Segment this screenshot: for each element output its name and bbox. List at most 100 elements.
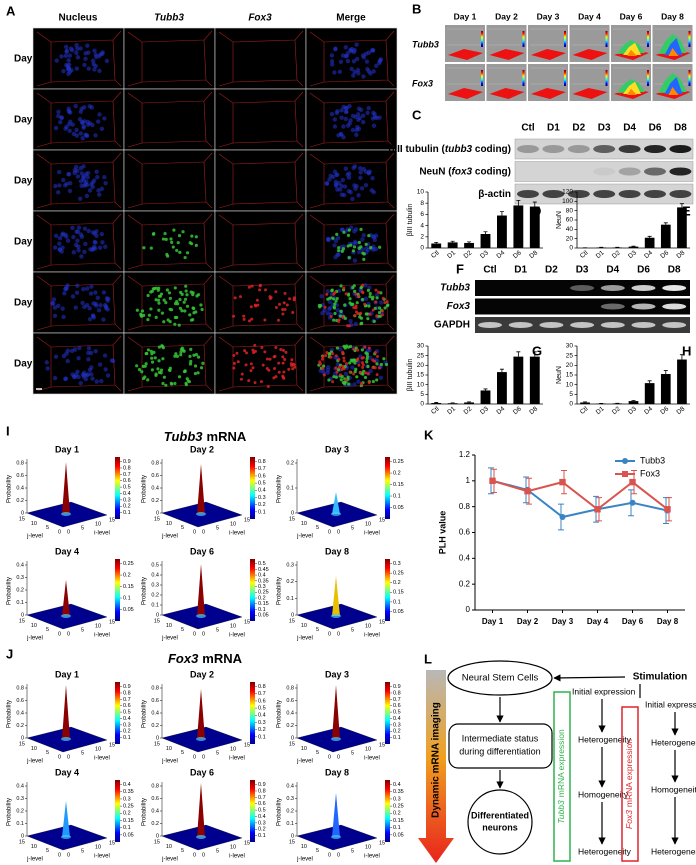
signal-dot: [79, 119, 85, 125]
signal-dot: [53, 183, 58, 189]
x-tick-label: D3: [627, 249, 638, 260]
signal-dot: [375, 378, 379, 382]
signal-dot: [364, 242, 368, 246]
signal-dot: [373, 350, 377, 354]
signal-dot: [360, 321, 364, 325]
plot-title: Day 2: [190, 669, 214, 679]
signal-dot: [64, 124, 69, 130]
z-axis-label: Probability: [142, 798, 148, 826]
stage-label: Heterogeneity: [578, 846, 632, 856]
wireframe: [309, 152, 395, 209]
gel-band: [662, 322, 687, 328]
signal-dot: [334, 110, 340, 115]
surface-colorbar: [481, 70, 483, 86]
column-header: Merge: [336, 13, 366, 24]
y-tick-label: 40: [566, 226, 574, 233]
signal-dot: [249, 305, 253, 309]
signal-dot: [178, 250, 182, 255]
signal-dot: [199, 303, 203, 307]
signal-dot: [185, 304, 190, 308]
j-tick-label: 10: [31, 623, 37, 629]
signal-dot: [369, 246, 373, 250]
signal-dot: [75, 283, 80, 288]
blot-band: [669, 190, 692, 198]
j-tick-label: 0: [193, 754, 196, 760]
signal-dot: [101, 317, 106, 322]
signal-dot: [65, 238, 71, 243]
z-tick-label: 0.8: [16, 685, 24, 691]
signal-dot: [153, 356, 157, 360]
panel-letter: G: [532, 343, 542, 358]
surface-frame: [488, 67, 525, 85]
signal-dot: [376, 354, 380, 358]
j-tick-label: 10: [301, 521, 307, 527]
colorbar-tick-label: 0.2: [258, 727, 266, 733]
signal-dot: [354, 306, 358, 310]
gel-band: [600, 285, 625, 291]
z-axis-label: Probability: [277, 475, 283, 503]
wireframe: [309, 335, 395, 392]
colorbar-tick-label: 0.8: [393, 690, 401, 696]
signal-dot: [355, 301, 359, 305]
z-tick-label: 0.8: [16, 460, 24, 466]
i-axis-label: i-level: [94, 756, 110, 762]
x-tick-label: D2: [611, 405, 622, 416]
signal-dot: [264, 288, 268, 292]
band-label-part: coding): [472, 144, 511, 155]
signal-dot: [346, 244, 350, 248]
signal-dot: [100, 240, 105, 245]
colorbar-tick-label: 0.15: [123, 818, 134, 824]
signal-dot: [362, 252, 366, 256]
signal-dot: [184, 381, 188, 385]
signal-dot: [65, 283, 70, 288]
z-tick-label: 0: [156, 510, 159, 516]
signal-dot: [371, 110, 376, 116]
signal-dot: [154, 298, 158, 302]
colorbar: [385, 682, 390, 744]
j-tick-label: 15: [19, 516, 25, 522]
bar: [497, 372, 507, 404]
signal-dot: [65, 63, 70, 69]
surface-colorbar: [522, 31, 525, 47]
j-axis-label: j-level: [161, 857, 178, 863]
signal-dot: [351, 302, 355, 306]
signal-dot: [372, 237, 378, 243]
colorbar-tick-label: 0.7: [393, 697, 401, 703]
legend-marker: [622, 458, 628, 464]
signal-dot: [59, 54, 64, 59]
column-header: Day 1: [454, 11, 477, 21]
surface-spike-base: [61, 835, 71, 839]
signal-dot: [93, 349, 98, 354]
y-axis-label: NeuN: [556, 211, 563, 229]
gel-band: [570, 285, 595, 291]
row-label: Fox3: [412, 78, 433, 88]
signal-dot: [78, 232, 84, 237]
signal-dot: [325, 351, 329, 355]
j-axis-label: j-level: [26, 759, 43, 765]
signal-dot: [364, 312, 368, 316]
colorbar-tick-label: 0.2: [393, 729, 401, 735]
error-bar: [483, 388, 488, 391]
signal-dot: [72, 167, 77, 173]
panel-letter: L: [424, 651, 432, 666]
signal-dot: [353, 314, 357, 318]
i-axis-label: i-level: [229, 756, 245, 762]
colorbar-tick-label: 0.1: [123, 825, 131, 831]
signal-dot: [352, 382, 357, 387]
signal-dot: [339, 192, 345, 197]
signal-dot: [181, 230, 185, 234]
lane-label: D4: [623, 123, 636, 134]
signal-dot: [357, 249, 362, 255]
signal-dot: [199, 366, 204, 370]
micrograph: [214, 27, 307, 90]
signal-dot: [52, 375, 58, 381]
panel-letter: K: [424, 427, 434, 442]
signal-dot: [73, 103, 78, 109]
signal-dot: [329, 355, 333, 359]
signal-dot: [57, 236, 63, 241]
signal-dot: [170, 240, 174, 244]
i-tick-label: 15: [109, 517, 115, 523]
i-tick-label: 5: [351, 525, 354, 531]
signal-dot: [365, 352, 369, 356]
y-tick-label: 80: [566, 207, 574, 214]
